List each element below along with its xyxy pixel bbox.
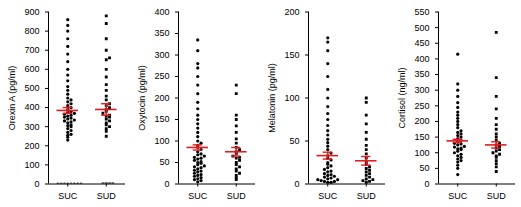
svg-text:Cortisol (ng/ml): Cortisol (ng/ml) (397, 67, 407, 128)
svg-text:150: 150 (414, 132, 429, 142)
svg-text:Melatonin (pg/ml): Melatonin (pg/ml) (267, 63, 277, 133)
svg-text:200: 200 (24, 141, 39, 151)
svg-text:SUC: SUC (188, 191, 208, 201)
svg-text:Oxytocin (pg/ml): Oxytocin (pg/ml) (137, 65, 147, 131)
svg-text:50: 50 (159, 157, 169, 167)
svg-text:550: 550 (414, 7, 429, 17)
svg-text:400: 400 (414, 54, 429, 64)
svg-text:450: 450 (414, 38, 429, 48)
svg-text:400: 400 (154, 7, 169, 17)
svg-text:350: 350 (154, 28, 169, 38)
svg-text:150: 150 (284, 50, 299, 60)
svg-text:SUD: SUD (97, 191, 117, 201)
svg-text:100: 100 (154, 136, 169, 146)
svg-text:0: 0 (424, 179, 429, 189)
svg-text:250: 250 (154, 71, 169, 81)
svg-text:200: 200 (414, 116, 429, 126)
svg-text:350: 350 (414, 69, 429, 79)
svg-text:SUD: SUD (487, 191, 507, 201)
svg-text:250: 250 (414, 101, 429, 111)
svg-text:50: 50 (289, 136, 299, 146)
svg-text:Orexin A (pg/ml): Orexin A (pg/ml) (7, 66, 17, 131)
svg-text:100: 100 (24, 160, 39, 170)
svg-text:300: 300 (414, 85, 429, 95)
svg-text:300: 300 (24, 122, 39, 132)
svg-text:400: 400 (24, 102, 39, 112)
svg-text:100: 100 (414, 148, 429, 158)
svg-text:200: 200 (284, 7, 299, 17)
svg-text:0: 0 (164, 179, 169, 189)
svg-text:0: 0 (294, 179, 299, 189)
svg-text:SUC: SUC (448, 191, 468, 201)
svg-text:0: 0 (34, 179, 39, 189)
svg-text:800: 800 (24, 26, 39, 36)
svg-text:SUC: SUC (58, 191, 78, 201)
svg-text:300: 300 (154, 50, 169, 60)
svg-text:900: 900 (24, 7, 39, 17)
svg-text:SUD: SUD (227, 191, 247, 201)
svg-text:SUD: SUD (357, 191, 377, 201)
svg-text:150: 150 (154, 114, 169, 124)
svg-text:200: 200 (154, 93, 169, 103)
svg-text:600: 600 (24, 64, 39, 74)
svg-text:50: 50 (419, 163, 429, 173)
svg-text:100: 100 (284, 93, 299, 103)
svg-text:SUC: SUC (318, 191, 338, 201)
svg-text:500: 500 (24, 83, 39, 93)
svg-text:700: 700 (24, 45, 39, 55)
svg-text:500: 500 (414, 23, 429, 33)
